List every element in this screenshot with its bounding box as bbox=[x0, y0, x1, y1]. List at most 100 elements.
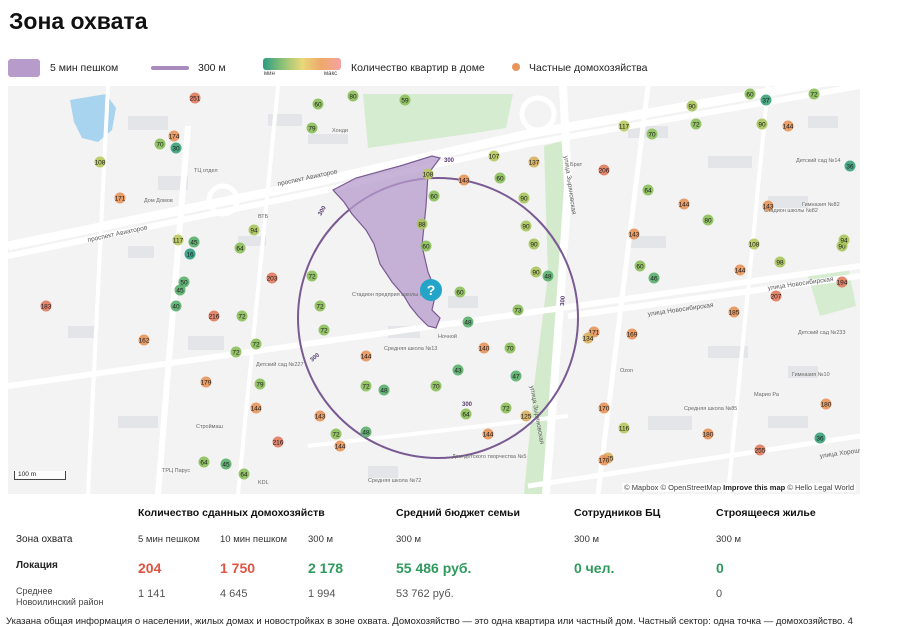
attr-osm[interactable]: © OpenStreetMap bbox=[660, 483, 722, 492]
attr-mapbox[interactable]: © Mapbox bbox=[624, 483, 659, 492]
house-dot[interactable] bbox=[762, 200, 774, 212]
house-dot[interactable] bbox=[238, 468, 250, 480]
house-dot[interactable] bbox=[306, 270, 318, 282]
house-dot[interactable] bbox=[250, 338, 262, 350]
house-dot[interactable] bbox=[454, 286, 466, 298]
house-dot[interactable] bbox=[748, 238, 760, 250]
house-dot[interactable] bbox=[40, 300, 52, 312]
house-dot[interactable] bbox=[512, 304, 524, 316]
house-dot[interactable] bbox=[634, 260, 646, 272]
house-dot[interactable] bbox=[360, 426, 372, 438]
house-dot[interactable] bbox=[504, 342, 516, 354]
house-dot[interactable] bbox=[250, 402, 262, 414]
attr-hello[interactable]: © Hello Legal World bbox=[787, 483, 854, 492]
house-dot[interactable] bbox=[478, 342, 490, 354]
house-dot[interactable] bbox=[642, 184, 654, 196]
house-dot[interactable] bbox=[836, 276, 848, 288]
house-dot[interactable] bbox=[528, 156, 540, 168]
house-dot[interactable] bbox=[360, 380, 372, 392]
house-dot[interactable] bbox=[188, 236, 200, 248]
house-dot[interactable] bbox=[686, 100, 698, 112]
house-dot[interactable] bbox=[814, 432, 826, 444]
house-dot[interactable] bbox=[494, 172, 506, 184]
location-marker-icon[interactable] bbox=[420, 279, 442, 301]
house-dot[interactable] bbox=[728, 306, 740, 318]
house-dot[interactable] bbox=[347, 90, 359, 102]
house-dot[interactable] bbox=[618, 120, 630, 132]
house-dot[interactable] bbox=[756, 118, 768, 130]
house-dot[interactable] bbox=[172, 234, 184, 246]
attr-improve-link[interactable]: Improve this map bbox=[723, 483, 786, 492]
house-dot[interactable] bbox=[690, 118, 702, 130]
house-dot[interactable] bbox=[598, 402, 610, 414]
house-dot[interactable] bbox=[399, 94, 411, 106]
house-dot[interactable] bbox=[598, 164, 610, 176]
house-dot[interactable] bbox=[208, 310, 220, 322]
coverage-map[interactable]: 251 60 80 59 70 30 108 174 79 117 45 16 64 94 171 50 45 4… bbox=[8, 86, 860, 494]
house-dot[interactable] bbox=[198, 456, 210, 468]
house-dot[interactable] bbox=[678, 198, 690, 210]
house-dot[interactable] bbox=[528, 238, 540, 250]
house-dot[interactable] bbox=[452, 364, 464, 376]
house-dot[interactable] bbox=[236, 310, 248, 322]
house-dot[interactable] bbox=[838, 234, 850, 246]
house-dot[interactable] bbox=[430, 380, 442, 392]
house-dot[interactable] bbox=[234, 242, 246, 254]
house-dot[interactable] bbox=[312, 98, 324, 110]
house-dot[interactable] bbox=[422, 168, 434, 180]
house-dot[interactable] bbox=[94, 156, 106, 168]
house-dot[interactable] bbox=[734, 264, 746, 276]
house-dot[interactable] bbox=[482, 428, 494, 440]
house-dot[interactable] bbox=[330, 428, 342, 440]
house-dot[interactable] bbox=[628, 228, 640, 240]
house-dot[interactable] bbox=[428, 190, 440, 202]
house-dot[interactable] bbox=[272, 436, 284, 448]
house-dot[interactable] bbox=[648, 272, 660, 284]
house-dot[interactable] bbox=[170, 300, 182, 312]
house-dot[interactable] bbox=[458, 174, 470, 186]
house-dot[interactable] bbox=[770, 290, 782, 302]
house-dot[interactable] bbox=[518, 192, 530, 204]
house-dot[interactable] bbox=[420, 240, 432, 252]
house-dot[interactable] bbox=[266, 272, 278, 284]
house-dot[interactable] bbox=[174, 284, 186, 296]
house-dot[interactable] bbox=[168, 130, 180, 142]
house-dot[interactable] bbox=[582, 332, 594, 344]
house-dot[interactable] bbox=[114, 192, 126, 204]
house-dot[interactable] bbox=[334, 440, 346, 452]
house-dot[interactable] bbox=[138, 334, 150, 346]
house-dot[interactable] bbox=[200, 376, 212, 388]
house-dot[interactable] bbox=[754, 444, 766, 456]
house-dot[interactable] bbox=[306, 122, 318, 134]
house-dot[interactable] bbox=[618, 422, 630, 434]
house-dot[interactable] bbox=[314, 410, 326, 422]
house-dot[interactable] bbox=[820, 398, 832, 410]
house-dot[interactable] bbox=[154, 138, 166, 150]
house-dot[interactable] bbox=[462, 316, 474, 328]
house-dot[interactable] bbox=[254, 378, 266, 390]
house-dot[interactable] bbox=[184, 248, 196, 260]
house-dot[interactable] bbox=[844, 160, 856, 172]
house-dot[interactable] bbox=[782, 120, 794, 132]
house-dot[interactable] bbox=[520, 220, 532, 232]
house-dot[interactable] bbox=[488, 150, 500, 162]
house-dot[interactable] bbox=[598, 454, 610, 466]
house-dot[interactable] bbox=[378, 384, 390, 396]
house-dot[interactable] bbox=[230, 346, 242, 358]
house-dot[interactable] bbox=[702, 214, 714, 226]
house-dot[interactable] bbox=[646, 128, 658, 140]
house-dot[interactable] bbox=[360, 350, 372, 362]
house-dot[interactable] bbox=[170, 142, 182, 154]
house-dot[interactable] bbox=[774, 256, 786, 268]
house-dot[interactable] bbox=[626, 328, 638, 340]
house-dot[interactable] bbox=[460, 408, 472, 420]
house-dot[interactable] bbox=[760, 94, 772, 106]
house-dot[interactable] bbox=[808, 88, 820, 100]
house-dot[interactable] bbox=[500, 402, 512, 414]
house-dot[interactable] bbox=[314, 300, 326, 312]
house-dot[interactable] bbox=[702, 428, 714, 440]
house-dot[interactable] bbox=[542, 270, 554, 282]
house-dot[interactable] bbox=[530, 266, 542, 278]
house-dot[interactable] bbox=[189, 92, 201, 104]
